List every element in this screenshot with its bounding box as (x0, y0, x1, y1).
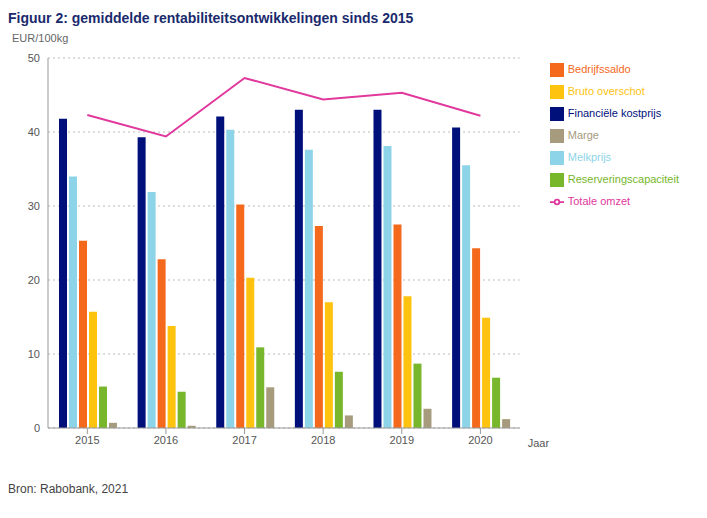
svg-text:2015: 2015 (75, 434, 99, 446)
html-text:Marge: Marge (567, 129, 599, 141)
svg-text:Jaar: Jaar (528, 437, 550, 449)
svg-text:30: 30 (28, 200, 40, 212)
html-text:Reserveringscapaciteit: Reserveringscapaciteit (567, 173, 679, 185)
svg-text:2017: 2017 (232, 434, 256, 446)
svg-text:10: 10 (28, 348, 40, 360)
svg-text:2016: 2016 (154, 434, 178, 446)
svg-text:50: 50 (28, 52, 40, 64)
html-text:Bruto overschot: Bruto overschot (567, 85, 645, 97)
html-text:Melkprijs: Melkprijs (567, 151, 612, 163)
svg-text:2019: 2019 (390, 434, 414, 446)
svg-text:2018: 2018 (311, 434, 335, 446)
html-text:Bedrijfssaldo: Bedrijfssaldo (567, 63, 631, 75)
html-text:Figuur 2: gemiddelde rentabili: Figuur 2: gemiddelde rentabiliteitsontwi… (8, 10, 414, 26)
svg-text:0: 0 (34, 422, 40, 434)
svg-text:40: 40 (28, 126, 40, 138)
html-text:Totale omzet: Totale omzet (567, 195, 631, 207)
svg-text:2020: 2020 (468, 434, 492, 446)
html-text:EUR/100kg: EUR/100kg (12, 32, 69, 44)
html-text:Bron: Rabobank, 2021: Bron: Rabobank, 2021 (8, 482, 129, 496)
html-text:Financiële kostprijs: Financiële kostprijs (567, 107, 662, 119)
svg-text:20: 20 (28, 274, 40, 286)
